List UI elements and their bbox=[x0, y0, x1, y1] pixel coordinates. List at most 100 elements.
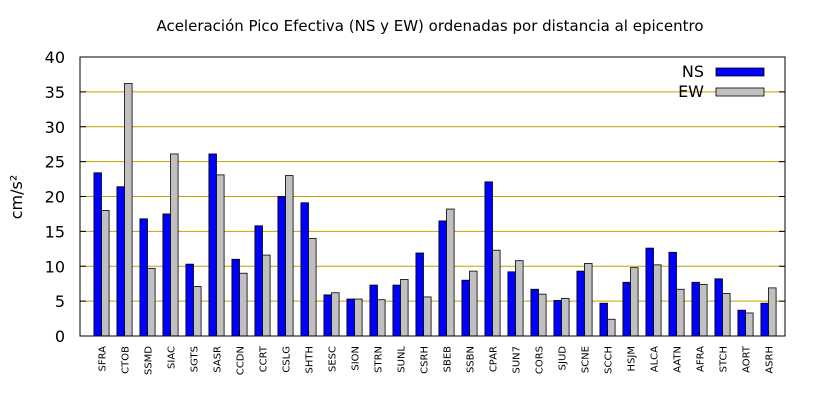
x-tick-label: ALCA bbox=[650, 346, 661, 372]
x-tick-label: CPAR bbox=[489, 346, 500, 372]
x-tick-label: SGTS bbox=[190, 346, 201, 372]
bar-ew-sunl bbox=[400, 279, 409, 337]
bar-ew-sfra bbox=[101, 210, 110, 337]
bar-ns-scch bbox=[599, 302, 608, 337]
x-tick-label: CORS bbox=[535, 346, 546, 374]
bar-ew-ccdn bbox=[239, 272, 248, 337]
bar-ew-afra bbox=[699, 283, 708, 337]
bar-ns-sion bbox=[346, 298, 355, 337]
x-tick-label: CTOB bbox=[121, 346, 132, 374]
x-tick-label: SESC bbox=[328, 346, 339, 372]
bar-ns-cors bbox=[530, 288, 539, 337]
x-tick-label: SSBN bbox=[466, 346, 477, 373]
bar-ew-strn bbox=[377, 299, 386, 337]
bar-ew-sjud bbox=[561, 297, 570, 337]
bar-ns-ssbn bbox=[461, 279, 470, 337]
x-tick-label: SUNL bbox=[397, 346, 408, 373]
bar-ew-asrh bbox=[768, 287, 777, 337]
x-tick-label: SION bbox=[351, 346, 362, 371]
bar-ew-siac bbox=[170, 153, 179, 337]
bar-ew-alca bbox=[653, 264, 662, 337]
x-tick-label: HSJM bbox=[627, 346, 638, 371]
bar-ew-aort bbox=[745, 312, 754, 337]
bar-ew-cpar bbox=[492, 249, 501, 337]
bar-ns-sasr bbox=[208, 153, 217, 337]
bar-ew-cors bbox=[538, 293, 547, 337]
x-tick-label: SCNE bbox=[581, 346, 592, 373]
y-tick-label: 0 bbox=[55, 327, 65, 346]
y-tick-label: 40 bbox=[45, 48, 65, 67]
bar-ns-sbeb bbox=[438, 220, 447, 337]
bar-ns-sunl bbox=[392, 284, 401, 337]
bar-ns-cslg bbox=[277, 196, 286, 337]
bar-ns-cpar bbox=[484, 181, 493, 337]
bar-ns-sesc bbox=[323, 294, 332, 337]
bar-ew-sbeb bbox=[446, 208, 455, 337]
bar-ew-hsjm bbox=[630, 267, 639, 337]
x-axis: SFRA CTOB SSMD SIAC SGTS SASR CCDN CCRT CSLG SHTH… bbox=[98, 331, 776, 375]
bar-ew-ssmd bbox=[147, 267, 156, 337]
bar-ns-csrh bbox=[415, 252, 424, 337]
bar-ns-strn bbox=[369, 284, 378, 337]
x-tick-label: SFRA bbox=[98, 346, 109, 372]
y-tick-label: 20 bbox=[45, 188, 65, 207]
y-tick-label: 10 bbox=[45, 257, 65, 276]
x-tick-label: SSMD bbox=[144, 346, 155, 375]
bar-ns-aatn bbox=[668, 251, 677, 337]
bar-ew-sion bbox=[354, 298, 363, 337]
legend-swatch-ns bbox=[715, 67, 765, 77]
bar-ns-ctob bbox=[116, 186, 125, 337]
legend-label-ew: EW bbox=[678, 82, 704, 101]
chart-title: Aceleración Pico Efectiva (NS y EW) orde… bbox=[156, 17, 703, 35]
x-tick-label: SIAC bbox=[167, 346, 178, 369]
bar-ns-siac bbox=[162, 213, 171, 337]
x-tick-label: STCH bbox=[719, 346, 730, 372]
bar-ns-asrh bbox=[760, 302, 769, 337]
bar-ns-ssmd bbox=[139, 218, 148, 337]
bar-ns-stch bbox=[714, 278, 723, 337]
bar-ew-cslg bbox=[285, 175, 294, 337]
bars bbox=[93, 83, 777, 337]
x-tick-label: STRN bbox=[374, 346, 385, 373]
x-tick-label: SUN7 bbox=[512, 346, 523, 374]
legend-label-ns: NS bbox=[682, 62, 704, 81]
bar-ew-sesc bbox=[331, 292, 340, 337]
x-tick-label: SHTH bbox=[305, 346, 316, 374]
bar-ns-afra bbox=[691, 281, 700, 337]
x-tick-label: CCRT bbox=[259, 345, 270, 372]
x-tick-label: CSLG bbox=[282, 346, 293, 373]
bar-ew-ssbn bbox=[469, 270, 478, 337]
bar-ns-sgts bbox=[185, 263, 194, 337]
bar-ew-shth bbox=[308, 237, 317, 337]
bar-ew-sgts bbox=[193, 286, 202, 337]
bar-ew-sasr bbox=[216, 174, 225, 337]
x-tick-label: SCCH bbox=[604, 346, 615, 374]
x-tick-label: SBEB bbox=[443, 346, 454, 373]
bar-ew-ccrt bbox=[262, 254, 271, 337]
x-tick-label: AFRA bbox=[696, 346, 707, 372]
bar-ew-csrh bbox=[423, 296, 432, 337]
bar-ns-scne bbox=[576, 270, 585, 337]
bar-ew-ctob bbox=[124, 83, 133, 337]
bar-ns-sfra bbox=[93, 172, 102, 337]
y-tick-label: 30 bbox=[45, 118, 65, 137]
bar-ns-ccrt bbox=[254, 225, 263, 337]
bar-ns-hsjm bbox=[622, 281, 631, 337]
bar-ns-alca bbox=[645, 247, 654, 337]
bar-ew-stch bbox=[722, 293, 731, 337]
x-tick-label: AORT bbox=[742, 345, 753, 373]
x-tick-label: SJUD bbox=[558, 346, 569, 371]
bar-ew-scne bbox=[584, 263, 593, 337]
bar-ew-sun7 bbox=[515, 260, 524, 337]
x-tick-label: AATN bbox=[673, 346, 684, 373]
bar-ew-aatn bbox=[676, 288, 685, 337]
y-tick-label: 5 bbox=[55, 292, 65, 311]
y-tick-label: 25 bbox=[45, 153, 65, 172]
x-tick-label: SASR bbox=[213, 346, 224, 373]
bar-ns-ccdn bbox=[231, 258, 240, 337]
y-tick-label: 15 bbox=[45, 222, 65, 241]
y-tick-label: 35 bbox=[45, 83, 65, 102]
y-axis-label: cm/s² bbox=[7, 175, 26, 220]
